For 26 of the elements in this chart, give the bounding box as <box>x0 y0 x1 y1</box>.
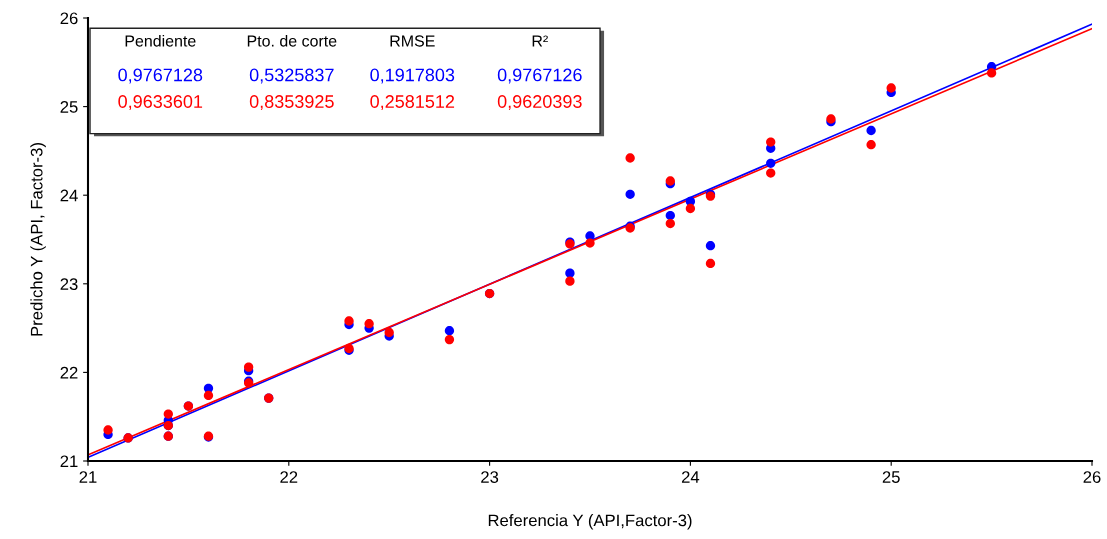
annotation: 0,1917803 <box>370 68 455 84</box>
annotation: 0,9620393 <box>497 95 582 111</box>
annotation: 0,9767126 <box>497 68 582 84</box>
annotation: 0,9633601 <box>118 95 203 111</box>
annotation: 0,2581512 <box>370 95 455 111</box>
annotation: 0,9767128 <box>118 68 203 84</box>
y-tick-label: 21 <box>60 455 78 468</box>
x-axis-title: Referencia Y (API,Factor-3) <box>488 514 692 530</box>
x-tick-label: 23 <box>481 471 499 483</box>
y-tick-label: 25 <box>60 101 78 113</box>
annotation: Pendiente <box>125 34 196 47</box>
x-tick-label: 21 <box>79 471 97 483</box>
annotation: Pto. de corte <box>247 34 337 47</box>
y-tick-label: 22 <box>60 366 78 379</box>
annotation: 0,5325837 <box>249 68 334 84</box>
y-axis-title: Predicho Y (API, Factor-3) <box>30 143 46 336</box>
x-tick-label: 22 <box>280 471 298 483</box>
x-tick-label: 25 <box>882 471 900 483</box>
annotation: RMSE <box>390 35 435 47</box>
y-tick-label: 26 <box>60 12 78 25</box>
annotation: R² <box>532 35 548 47</box>
y-tick-label: 24 <box>60 189 78 202</box>
annotation: 0,8353925 <box>249 95 334 111</box>
x-tick-label: 26 <box>1083 471 1101 483</box>
x-tick-label: 24 <box>681 471 700 483</box>
y-tick-label: 23 <box>60 278 78 290</box>
